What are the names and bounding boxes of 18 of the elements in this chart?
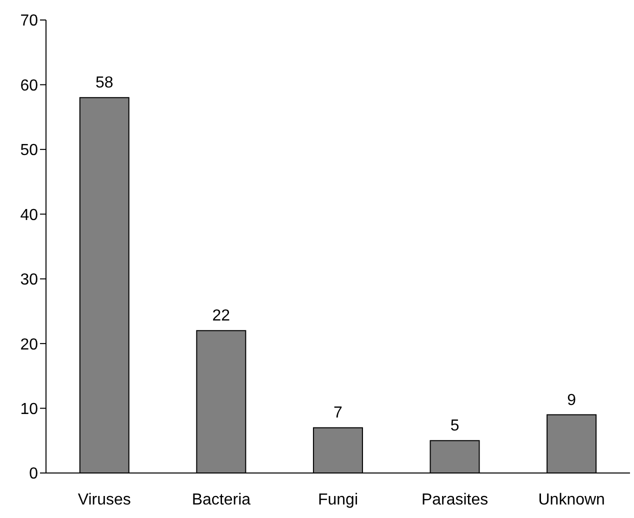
x-tick-label: Bacteria bbox=[192, 491, 251, 508]
data-label: 22 bbox=[212, 308, 230, 325]
y-tick-label: 30 bbox=[20, 272, 38, 289]
x-tick-label: Viruses bbox=[78, 491, 131, 508]
y-tick-label: 0 bbox=[29, 466, 38, 483]
data-label: 9 bbox=[567, 392, 576, 409]
y-tick-label: 10 bbox=[20, 400, 38, 418]
y-tick-label: 50 bbox=[20, 142, 38, 160]
y-tick-label: 60 bbox=[20, 77, 38, 94]
x-tick-label: Parasites bbox=[421, 491, 488, 508]
data-label: 5 bbox=[450, 418, 460, 435]
data-label: 58 bbox=[95, 74, 114, 92]
y-tick-label: 70 bbox=[20, 12, 38, 30]
y-tick-label: 20 bbox=[20, 336, 38, 354]
x-tick-label: Fungi bbox=[318, 491, 358, 508]
data-label: 7 bbox=[334, 404, 343, 422]
y-tick-label: 40 bbox=[20, 206, 38, 224]
x-tick-label: Unknown bbox=[538, 491, 605, 508]
